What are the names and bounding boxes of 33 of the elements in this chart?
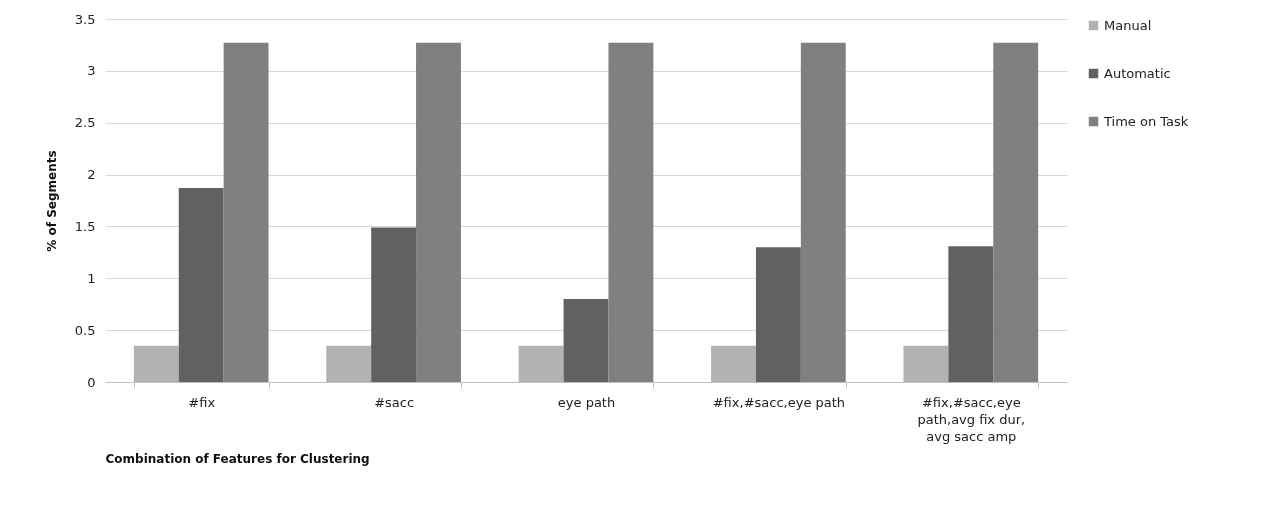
bar — [133, 345, 179, 382]
bar — [178, 188, 224, 382]
x-tick-label: #fix,#sacc,eye path — [712, 394, 846, 410]
y-tick-label: 0.5 — [74, 322, 96, 338]
bar — [800, 42, 846, 382]
y-tick-label: 2 — [87, 167, 96, 183]
bar — [608, 42, 654, 382]
y-tick-label: 1 — [87, 270, 96, 286]
bar — [711, 345, 756, 382]
bar — [326, 345, 372, 382]
y-axis-title: % of Segments — [44, 150, 59, 252]
bar — [755, 247, 801, 382]
legend-label: Automatic — [1104, 65, 1171, 81]
y-tick-label: 2.5 — [74, 115, 96, 131]
bar — [416, 42, 461, 382]
y-tick-label: 1.5 — [74, 218, 96, 234]
x-tick-label: eye path — [557, 394, 616, 410]
y-tick-label: 0 — [87, 374, 96, 390]
bar — [223, 42, 269, 382]
x-tick-label: #fix — [188, 394, 216, 410]
x-tick-label: #sacc — [374, 394, 415, 410]
bar — [563, 299, 609, 382]
bar — [993, 42, 1039, 382]
bar — [371, 227, 417, 382]
y-tick-label: 3.5 — [74, 11, 96, 27]
y-tick-label: 3 — [87, 63, 96, 79]
bar — [948, 246, 994, 382]
bar — [518, 345, 564, 382]
legend-label: Manual — [1104, 17, 1152, 33]
legend-label: Time on Task — [1103, 113, 1189, 129]
bar — [903, 345, 949, 382]
x-tick-label: #fix,#sacc,eye path,avg fix dur,avg sacc amp — [917, 394, 1026, 444]
x-axis-title: Combination of Features for Clustering — [105, 451, 370, 466]
